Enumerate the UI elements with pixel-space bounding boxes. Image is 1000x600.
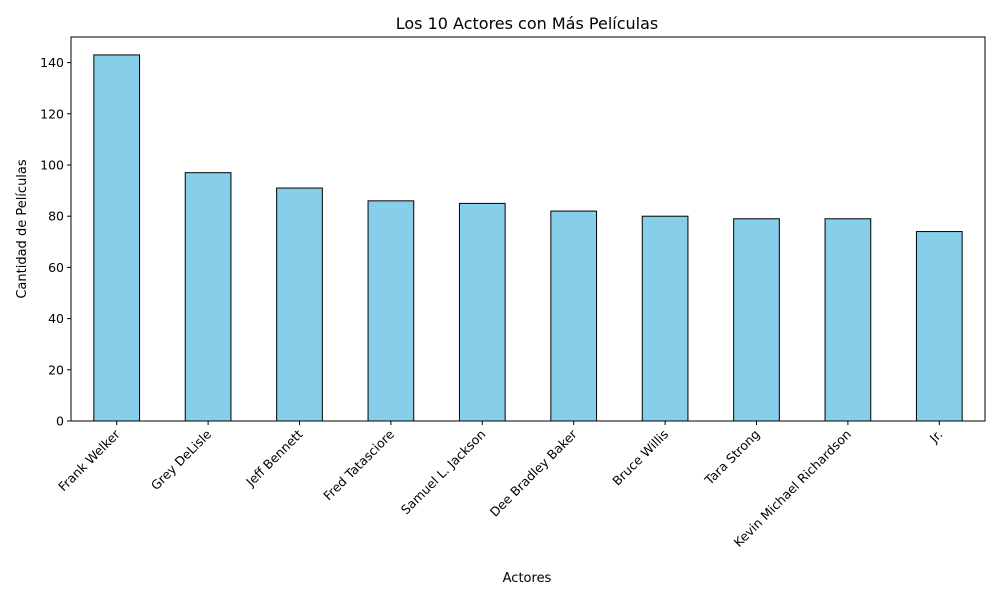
y-tick-label-5: 100	[40, 158, 64, 173]
bar-2	[276, 187, 323, 422]
bar-3	[367, 200, 415, 422]
x-tick-label-7: Tara Strong	[701, 427, 763, 489]
x-tick-label-3: Fred Tatasciore	[320, 426, 397, 503]
bar-8	[824, 218, 872, 422]
y-tick-label-0: 0	[56, 414, 64, 429]
bar-6	[641, 215, 689, 422]
bar-0	[93, 54, 141, 422]
y-tick-label-7: 140	[40, 55, 64, 70]
bar-4	[458, 202, 506, 422]
x-axis: Frank Welker Grey DeLisle Jeff Bennett Fred…	[55, 421, 945, 550]
y-tick-label-1: 20	[48, 362, 64, 377]
y-tick-label-4: 80	[48, 209, 64, 224]
x-tick-label-0: Frank Welker	[55, 426, 123, 494]
bars-group	[93, 54, 963, 422]
y-tick-label-6: 120	[40, 106, 64, 121]
y-tick-label-3: 60	[48, 260, 64, 275]
bar-5	[550, 210, 598, 422]
x-tick-label-1: Grey DeLisle	[148, 426, 215, 493]
y-tick-label-2: 40	[48, 311, 64, 326]
bar-1	[184, 172, 232, 422]
bar-9	[915, 231, 963, 422]
bar-7	[733, 218, 780, 422]
x-tick-label-4: Samuel L. Jackson	[398, 427, 489, 518]
chart-title: Los 10 Actores con Más Películas	[396, 14, 658, 33]
x-tick-label-6: Bruce Willis	[609, 427, 671, 489]
x-tick-label-5: Dee Bradley Baker	[487, 426, 581, 520]
plot-frame	[70, 36, 986, 422]
x-tick-label-2: Jeff Bennett	[242, 426, 305, 489]
y-axis-label: Cantidad de Películas	[15, 159, 30, 299]
y-axis: 0 20 40 60 80 100 120 140	[40, 55, 71, 429]
x-axis-label: Actores	[503, 571, 552, 586]
x-tick-label-9: Jr.	[926, 427, 946, 447]
